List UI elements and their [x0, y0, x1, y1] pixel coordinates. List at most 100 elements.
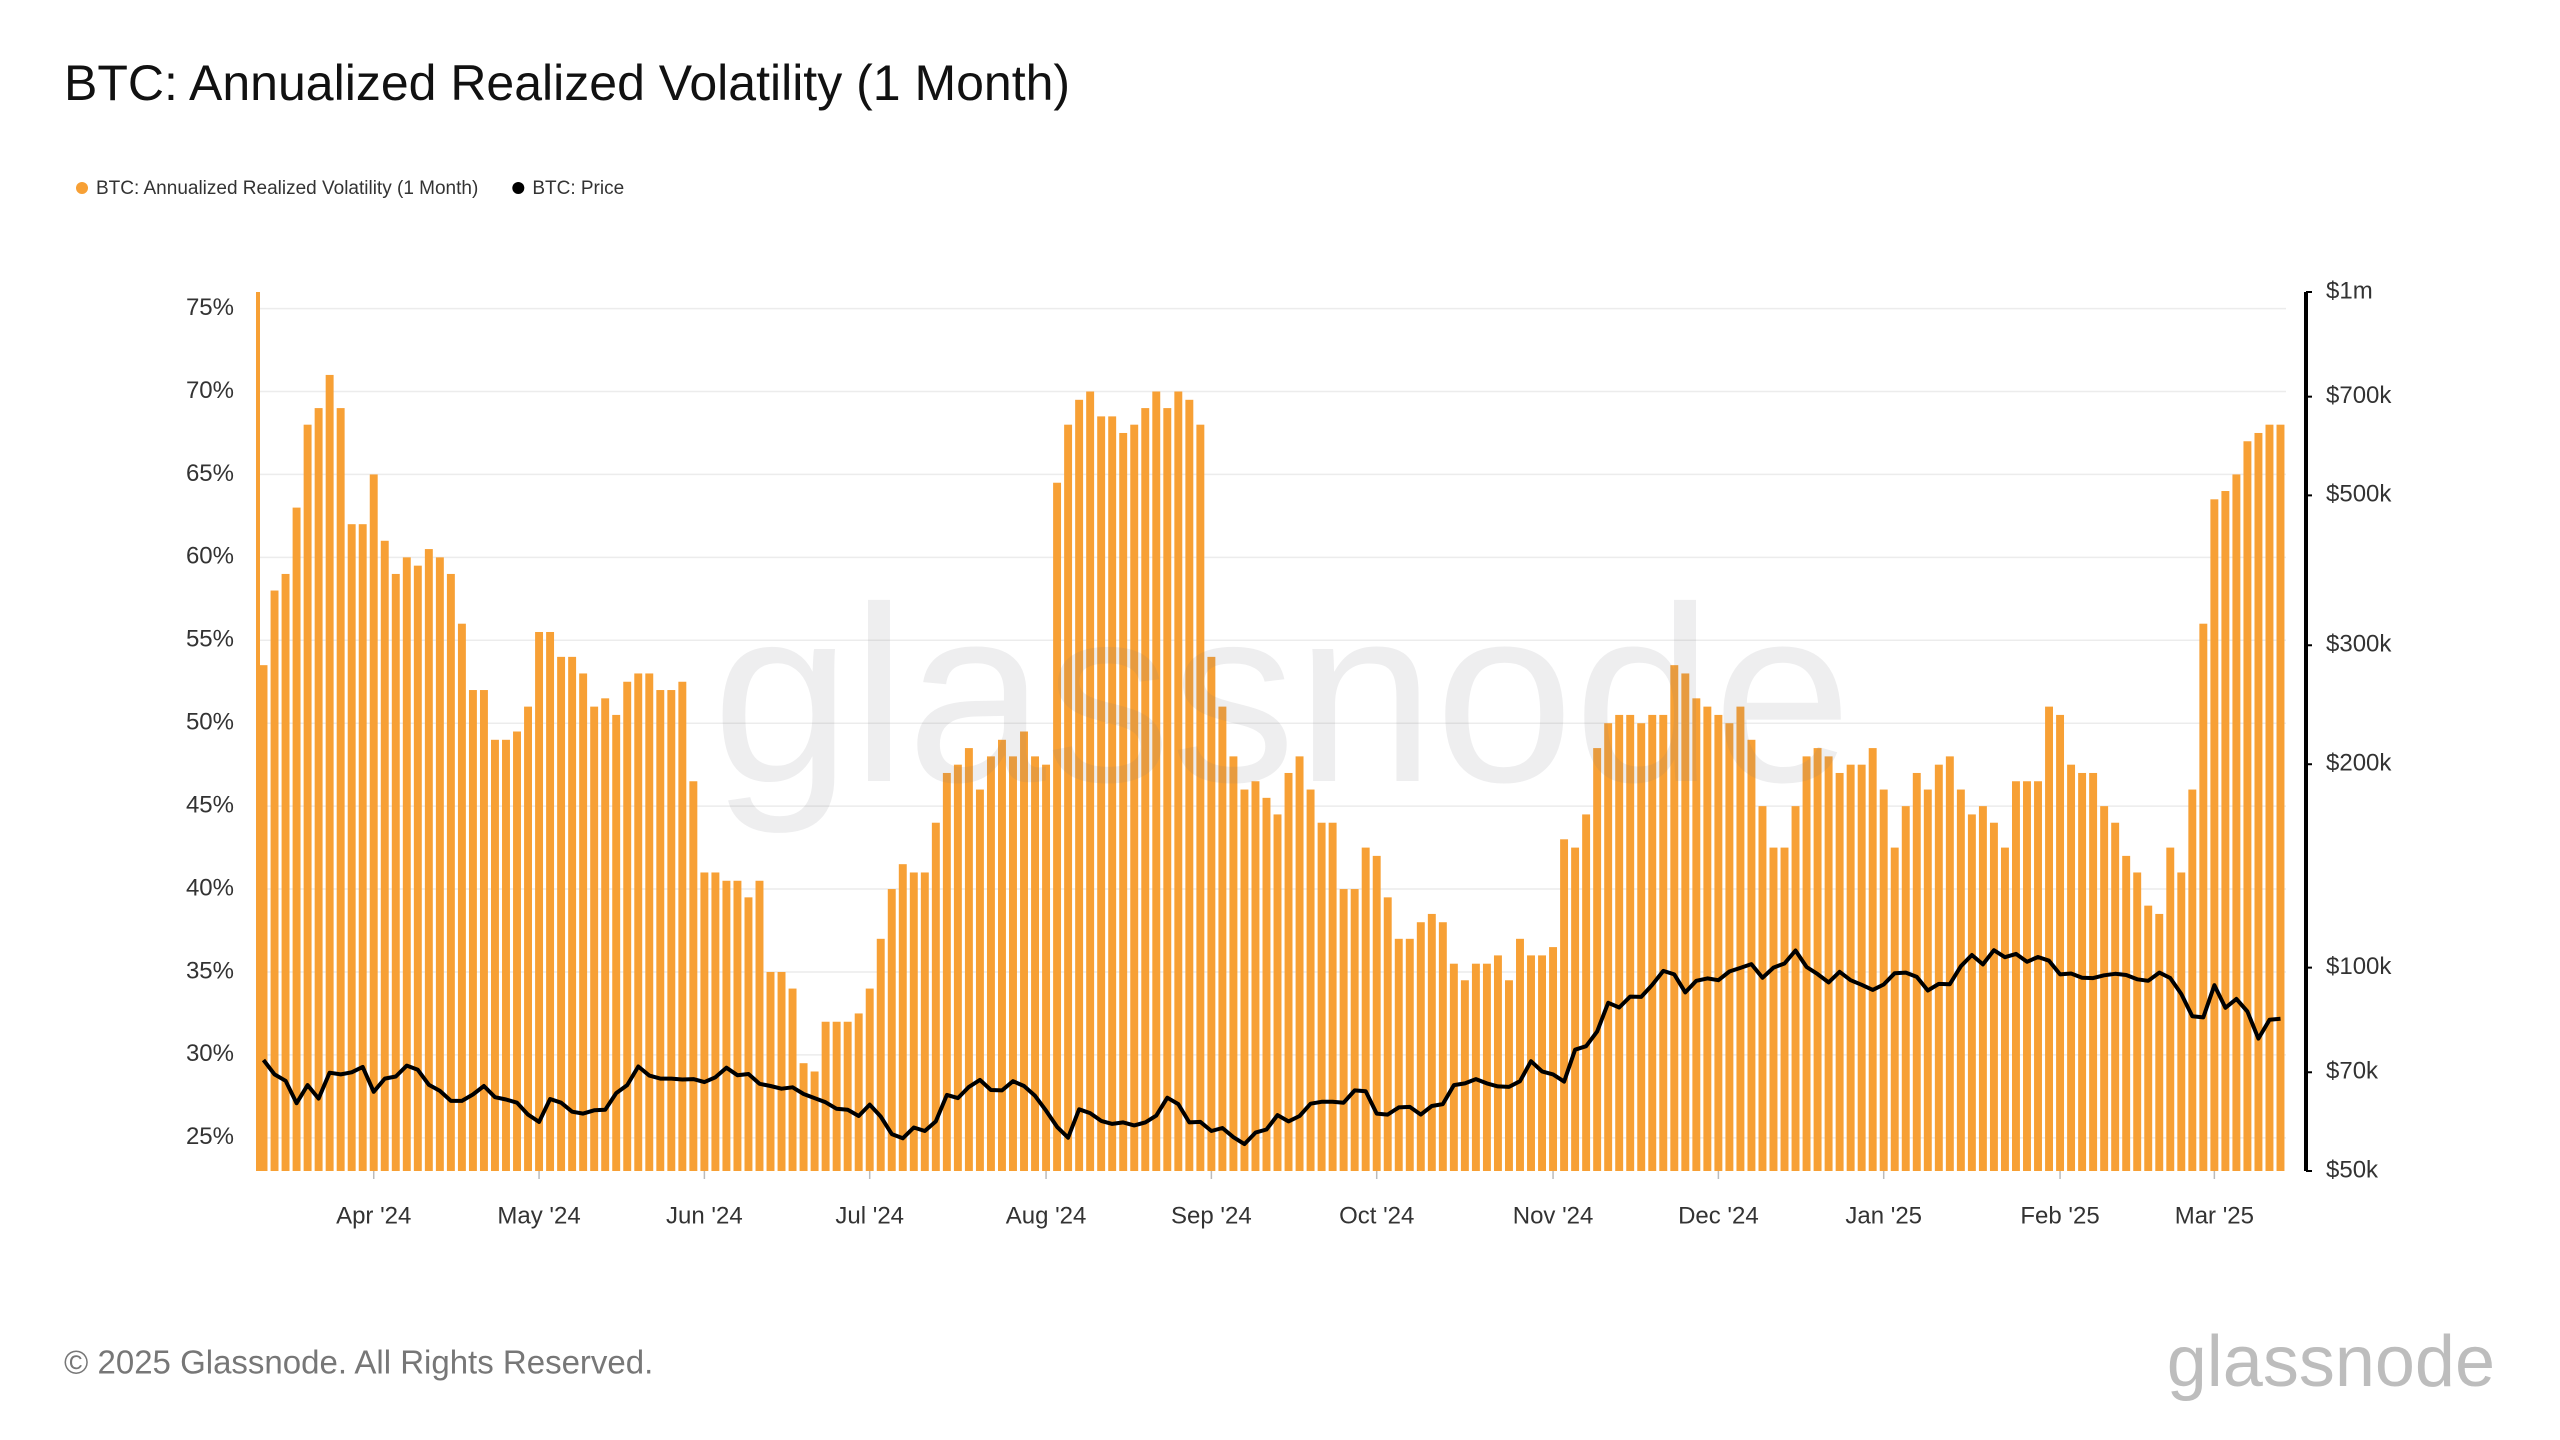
bar: [1890, 847, 1899, 1171]
bar: [1339, 889, 1348, 1171]
bar: [821, 1021, 830, 1171]
bar: [391, 573, 400, 1171]
bar: [1306, 789, 1315, 1171]
bar: [799, 1063, 808, 1171]
bar: [1361, 847, 1370, 1171]
bar: [1185, 399, 1194, 1171]
bar: [1383, 897, 1392, 1171]
bar: [667, 690, 676, 1171]
bar: [986, 756, 995, 1171]
bar: [535, 631, 544, 1171]
bar: [733, 880, 742, 1171]
bar: [1042, 764, 1051, 1171]
bar: [325, 374, 334, 1171]
bar: [2089, 772, 2098, 1171]
legend-marker: [512, 182, 525, 194]
bar: [1901, 806, 1910, 1171]
bar: [546, 631, 555, 1171]
bar: [513, 731, 521, 1171]
bar: [975, 789, 984, 1171]
bar: [1582, 814, 1591, 1171]
bar: [1108, 416, 1117, 1171]
bar: [788, 988, 797, 1171]
x-tick-label: Apr '24: [336, 1202, 411, 1229]
bar: [2000, 847, 2009, 1171]
bar: [579, 673, 588, 1171]
bar: [876, 938, 885, 1171]
bar: [435, 557, 444, 1171]
bar: [865, 988, 874, 1171]
bar: [2144, 905, 2153, 1171]
bar: [1626, 714, 1635, 1171]
bar: [1604, 723, 1613, 1171]
bar: [1196, 424, 1205, 1171]
bar: [1031, 756, 1040, 1171]
bar: [1009, 756, 1017, 1171]
watermark: glassnode: [712, 555, 1852, 834]
bar: [634, 673, 643, 1171]
bar: [2199, 623, 2208, 1171]
bar: [898, 864, 907, 1171]
bar: [524, 706, 533, 1171]
bar: [700, 872, 709, 1171]
bar: [1615, 714, 1624, 1171]
bar: [1163, 408, 1172, 1171]
bar: [568, 656, 577, 1171]
y2-tick-label: $1m: [2326, 277, 2373, 304]
bar: [1945, 756, 1954, 1171]
bar: [2188, 789, 2197, 1171]
y-tick-label: 60%: [186, 543, 234, 570]
y2-tick-label: $700k: [2326, 382, 2392, 409]
bar: [1758, 806, 1767, 1171]
bar: [2111, 822, 2120, 1171]
bar: [1416, 922, 1425, 1171]
y2-tick-label: $100k: [2326, 953, 2392, 980]
bar: [1295, 756, 1304, 1171]
bar: [1020, 731, 1028, 1171]
bar: [722, 880, 731, 1171]
bar: [1692, 698, 1701, 1171]
bar: [623, 681, 632, 1171]
bar: [2078, 772, 2087, 1171]
x-tick-label: Oct '24: [1339, 1202, 1414, 1229]
bar: [887, 889, 896, 1171]
bar: [1273, 814, 1282, 1171]
bar: [1262, 797, 1271, 1171]
bar: [490, 739, 499, 1171]
bar: [1284, 772, 1293, 1171]
bar: [1703, 706, 1712, 1171]
x-tick-label: Sep '24: [1171, 1202, 1252, 1229]
bar: [964, 748, 973, 1171]
bar: [369, 474, 378, 1171]
bar: [777, 971, 786, 1171]
bar: [2133, 872, 2142, 1171]
x-tick-label: Jan '25: [1845, 1202, 1922, 1229]
bar: [2276, 424, 2285, 1171]
bar: [468, 690, 477, 1171]
bar: [2155, 913, 2164, 1171]
bar: [2045, 706, 2054, 1171]
bar: [2100, 806, 2109, 1171]
price-line: [261, 948, 2281, 1147]
bar: [1846, 764, 1855, 1171]
bar: [909, 872, 918, 1171]
bar: [502, 739, 510, 1171]
x-tick-label: Nov '24: [1513, 1202, 1594, 1229]
bar: [953, 764, 962, 1171]
y-tick-label: 35%: [186, 957, 234, 984]
bar: [2056, 714, 2065, 1171]
y-tick-label: 25%: [186, 1123, 234, 1150]
bar: [314, 408, 323, 1171]
bar: [1934, 764, 1943, 1171]
bar: [1923, 789, 1932, 1171]
bar: [1824, 756, 1833, 1171]
bar: [1571, 847, 1580, 1171]
bar: [1086, 391, 1095, 1172]
y-tick-label: 30%: [186, 1040, 234, 1067]
bar: [1394, 938, 1403, 1171]
bar: [281, 573, 290, 1171]
bar: [1449, 963, 1458, 1171]
bar: [2221, 491, 2230, 1171]
bar: [810, 1071, 819, 1171]
